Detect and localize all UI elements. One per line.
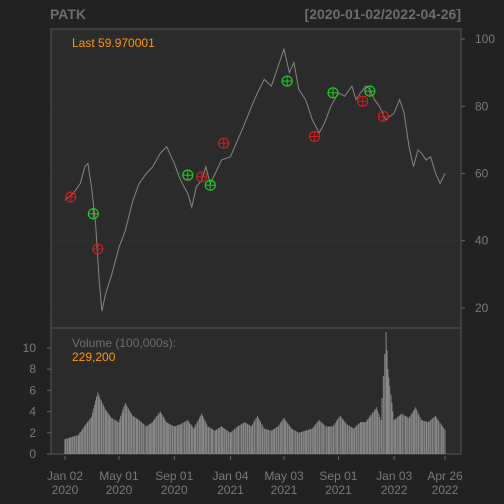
x-tick-label-line2: 2022 bbox=[432, 483, 459, 497]
sell-signal-marker bbox=[218, 137, 230, 149]
signal-markers bbox=[65, 75, 389, 255]
sell-signal-marker bbox=[196, 171, 208, 183]
volume-tick-label: 8 bbox=[29, 362, 36, 376]
x-tick-label-line2: 2021 bbox=[217, 483, 244, 497]
buy-signal-marker bbox=[182, 169, 194, 181]
x-tick-label-line1: Sep 01 bbox=[319, 469, 357, 483]
price-grid: 100 80 60 40 20 bbox=[51, 32, 495, 315]
sell-signal-marker bbox=[92, 243, 104, 255]
volume-label: Volume (100,000s): bbox=[72, 336, 176, 350]
volume-tick-label: 2 bbox=[29, 426, 36, 440]
x-tick-label-line2: 2022 bbox=[381, 483, 408, 497]
volume-tick-label: 4 bbox=[29, 405, 36, 419]
chart-title-date-range: [2020-01-02/2022-04-26] bbox=[305, 6, 461, 22]
x-tick-label-line1: Jan 03 bbox=[376, 469, 412, 483]
buy-signal-marker bbox=[364, 85, 376, 97]
sell-signal-marker bbox=[65, 191, 77, 203]
price-tick-label: 100 bbox=[475, 32, 495, 46]
price-panel bbox=[50, 28, 462, 329]
volume-last-value: 229,200 bbox=[72, 350, 116, 364]
x-tick-label-line1: May 03 bbox=[264, 469, 304, 483]
price-tick-label: 60 bbox=[475, 166, 489, 180]
volume-tick-label: 0 bbox=[29, 447, 36, 461]
x-tick-label-line1: Apr 26 bbox=[427, 469, 463, 483]
x-tick-label-line1: Jan 04 bbox=[212, 469, 248, 483]
sell-signal-marker bbox=[308, 130, 321, 143]
price-tick-label: 20 bbox=[475, 301, 489, 315]
buy-signal-marker bbox=[327, 87, 339, 99]
last-price-label: Last 59.970001 bbox=[72, 36, 155, 50]
x-tick-label-line1: Sep 01 bbox=[155, 469, 193, 483]
buy-signal-marker bbox=[204, 179, 216, 191]
volume-axis: 10 8 6 4 2 0 bbox=[23, 341, 51, 461]
x-tick-label-line2: 2020 bbox=[106, 483, 133, 497]
price-tick-label: 80 bbox=[475, 99, 489, 113]
buy-signal-marker bbox=[281, 75, 293, 87]
buy-signal-marker bbox=[87, 208, 99, 220]
sell-signal-marker bbox=[377, 110, 389, 122]
x-tick-label-line2: 2020 bbox=[161, 483, 188, 497]
chart-title-ticker: PATK bbox=[50, 6, 86, 22]
x-tick-label-line1: May 01 bbox=[99, 469, 139, 483]
x-tick-label-line2: 2020 bbox=[52, 483, 79, 497]
x-tick-label-line2: 2021 bbox=[325, 483, 352, 497]
volume-bars bbox=[64, 332, 446, 454]
price-line bbox=[64, 47, 446, 312]
x-tick-label-line1: Jan 02 bbox=[47, 469, 83, 483]
volume-tick-label: 6 bbox=[29, 383, 36, 397]
volume-tick-label: 10 bbox=[23, 341, 37, 355]
sell-signal-marker bbox=[357, 95, 369, 107]
x-tick-label-line2: 2021 bbox=[271, 483, 298, 497]
price-tick-label: 40 bbox=[475, 234, 489, 248]
